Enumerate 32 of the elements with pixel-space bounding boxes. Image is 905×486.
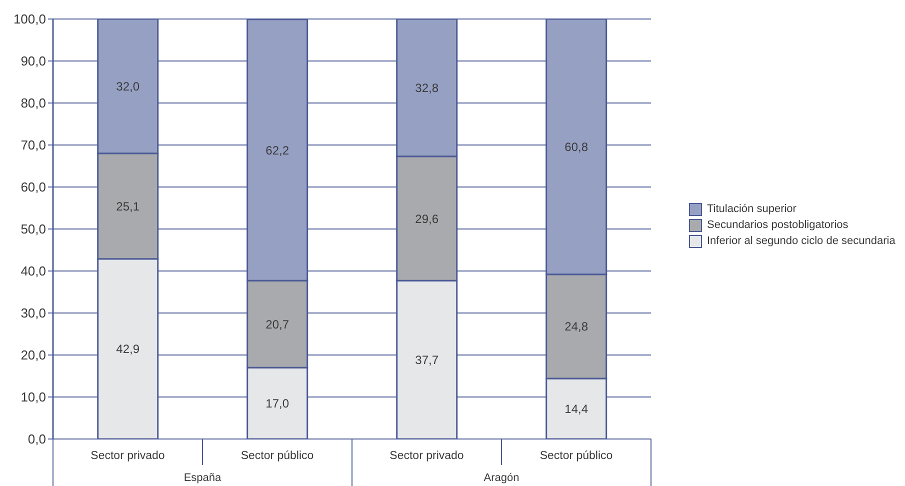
- x-tick-label: Sector público: [540, 450, 613, 462]
- legend-label: Titulación superior: [707, 203, 796, 215]
- y-tick-label: 60,0: [20, 180, 46, 195]
- data-label: 25,1: [116, 199, 140, 214]
- x-tick-label: Sector público: [240, 450, 314, 462]
- text: España: [184, 472, 222, 484]
- data-label: 24,8: [564, 320, 588, 334]
- y-tick-label: 70,0: [20, 138, 46, 153]
- data-label: 42,9: [116, 342, 140, 356]
- data-label: 60,8: [564, 140, 588, 154]
- data-label: 32,0: [116, 79, 140, 94]
- y-tick-label: 10,0: [20, 390, 46, 405]
- data-label: 62,2: [266, 143, 290, 158]
- x-tick-label: Sector privado: [390, 450, 464, 462]
- y-tick-label: 40,0: [20, 264, 46, 279]
- data-label: 29,6: [415, 212, 439, 226]
- y-tick-label: 80,0: [20, 96, 46, 111]
- data-label: 32,8: [415, 80, 439, 95]
- y-tick-label: 90,0: [20, 54, 46, 69]
- data-label: 37,7: [415, 353, 439, 368]
- data-label: 17,0: [266, 396, 290, 411]
- data-label: 14,4: [564, 402, 588, 416]
- y-tick-label: 0,0: [28, 432, 46, 447]
- y-tick-label: 20,0: [20, 348, 46, 363]
- y-tick-label: 30,0: [20, 306, 46, 321]
- y-tick-label: 100,0: [13, 12, 46, 27]
- data-label: 20,7: [266, 317, 290, 332]
- y-tick-label: 50,0: [20, 222, 46, 237]
- text: Aragón: [484, 472, 520, 484]
- legend-label: Secundarios postobligatorios: [707, 219, 848, 231]
- x-tick-label: Sector privado: [90, 450, 165, 462]
- legend-label: Inferior al segundo ciclo de secundaria: [707, 235, 896, 247]
